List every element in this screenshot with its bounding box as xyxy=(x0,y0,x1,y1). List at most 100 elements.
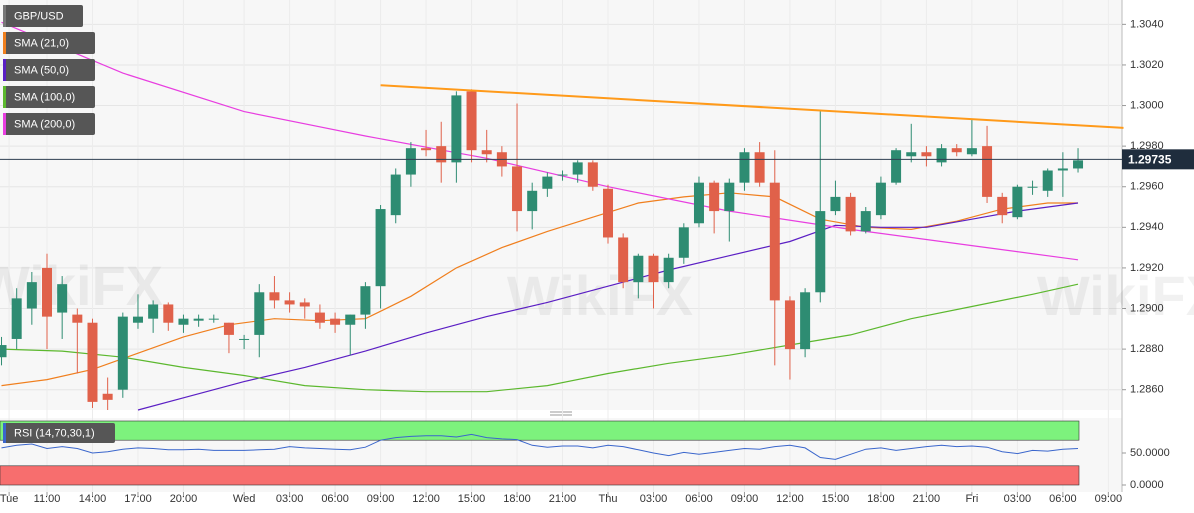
y-tick-label: 50.0000 xyxy=(1130,447,1170,459)
x-tick-label: 03:00 xyxy=(276,493,304,505)
candle-body xyxy=(223,322,234,335)
legend-label: RSI (14,70,30,1) xyxy=(14,427,95,439)
legend-box xyxy=(3,423,115,443)
x-tick-label: 20:00 xyxy=(170,493,198,505)
sma-line xyxy=(1,21,1079,261)
y-tick-label: 1.2860 xyxy=(1130,384,1164,396)
legend-box xyxy=(3,113,95,135)
candle-body xyxy=(330,318,341,325)
y-tick-label: 1.2940 xyxy=(1130,221,1164,233)
legend-label: SMA (21,0) xyxy=(14,37,69,49)
candle-body xyxy=(148,304,159,319)
x-tick-label: 06:00 xyxy=(685,493,713,505)
x-tick-label: 06:00 xyxy=(1049,493,1077,505)
x-tick-label: 18:00 xyxy=(867,493,895,505)
candle-body xyxy=(1042,170,1053,191)
last-price-box xyxy=(1122,149,1194,170)
watermark: WikiFX xyxy=(1037,264,1194,327)
candle-body xyxy=(587,162,598,187)
candle-body xyxy=(784,300,795,350)
candle-body xyxy=(466,91,477,151)
legend-label: SMA (50,0) xyxy=(14,64,69,76)
legend-swatch xyxy=(3,86,6,108)
x-tick-label: 11:00 xyxy=(34,493,61,505)
candle-body xyxy=(208,318,219,320)
x-tick-label: 21:00 xyxy=(549,493,577,505)
candle-body xyxy=(618,237,629,283)
y-tick-label: 1.2900 xyxy=(1130,302,1164,314)
y-tick-label: 0.0000 xyxy=(1130,479,1164,491)
watermark: WikiFX xyxy=(507,264,693,327)
candle-body xyxy=(57,284,68,313)
candle-body xyxy=(481,150,492,155)
candle-body xyxy=(0,345,7,358)
legend-box xyxy=(3,86,95,108)
candle-body xyxy=(284,300,295,305)
candle-body xyxy=(132,316,143,323)
candle-body xyxy=(314,312,325,323)
candle-body xyxy=(117,316,128,390)
candle-body xyxy=(254,292,265,335)
candle-body xyxy=(1012,186,1023,218)
candle-body xyxy=(436,146,447,163)
candle-body xyxy=(1073,160,1084,169)
x-tick-label: 14:00 xyxy=(79,493,107,505)
candle-body xyxy=(633,255,644,283)
x-tick-label: Thu xyxy=(599,493,618,505)
candle-body xyxy=(936,148,947,163)
candle-body xyxy=(921,152,932,157)
candle-body xyxy=(375,209,386,287)
candle-body xyxy=(1057,168,1068,171)
y-tick-label: 1.2880 xyxy=(1130,343,1164,355)
x-tick-label: Wed xyxy=(233,493,255,505)
candle-body xyxy=(769,182,780,301)
candle-body xyxy=(405,148,416,175)
y-tick-label: 1.2920 xyxy=(1130,262,1164,274)
candle-body xyxy=(845,196,856,232)
candle-body xyxy=(815,211,826,293)
legend-swatch xyxy=(3,5,6,27)
x-tick-label: 06:00 xyxy=(321,493,349,505)
x-tick-label: 17:00 xyxy=(124,493,152,505)
y-tick-label: 1.3040 xyxy=(1130,18,1164,30)
candle-body xyxy=(800,292,811,350)
legend-swatch xyxy=(3,32,6,54)
sma-line xyxy=(1,192,1078,387)
candle-body xyxy=(269,292,280,301)
main-panel xyxy=(0,0,1122,410)
candle-body xyxy=(648,255,659,283)
y-tick-label: 1.3020 xyxy=(1130,59,1164,71)
candle-body xyxy=(360,286,371,315)
candle-body xyxy=(451,95,462,163)
legend-swatch xyxy=(3,59,6,81)
candle-body xyxy=(557,174,568,176)
x-tick-label: 03:00 xyxy=(1004,493,1032,505)
candle-body xyxy=(390,174,401,216)
watermark: WikiFX xyxy=(0,254,163,317)
legend-swatch xyxy=(3,423,6,443)
x-tick-label: 18:00 xyxy=(503,493,531,505)
candle-body xyxy=(982,146,993,197)
candle-body xyxy=(603,188,614,238)
rsi-line xyxy=(1,433,1079,460)
x-tick-label: 03:00 xyxy=(640,493,668,505)
candle-body xyxy=(421,148,432,151)
candle-body xyxy=(724,182,735,212)
candle-body xyxy=(193,318,204,321)
legend-box xyxy=(3,59,95,81)
legend-label: GBP/USD xyxy=(14,10,64,22)
candle-body xyxy=(26,282,37,309)
candle-body xyxy=(345,314,356,325)
candle-body xyxy=(906,152,917,157)
candle-body xyxy=(830,196,841,212)
candle-body xyxy=(72,314,83,323)
candle-body xyxy=(891,150,902,183)
candle-body xyxy=(966,148,977,155)
rsi-band xyxy=(0,465,1080,486)
candle-body xyxy=(572,162,583,175)
candle-body xyxy=(739,152,750,183)
legend-box xyxy=(3,32,95,54)
candle-body xyxy=(860,211,871,232)
y-tick-label: 1.2960 xyxy=(1130,181,1164,193)
